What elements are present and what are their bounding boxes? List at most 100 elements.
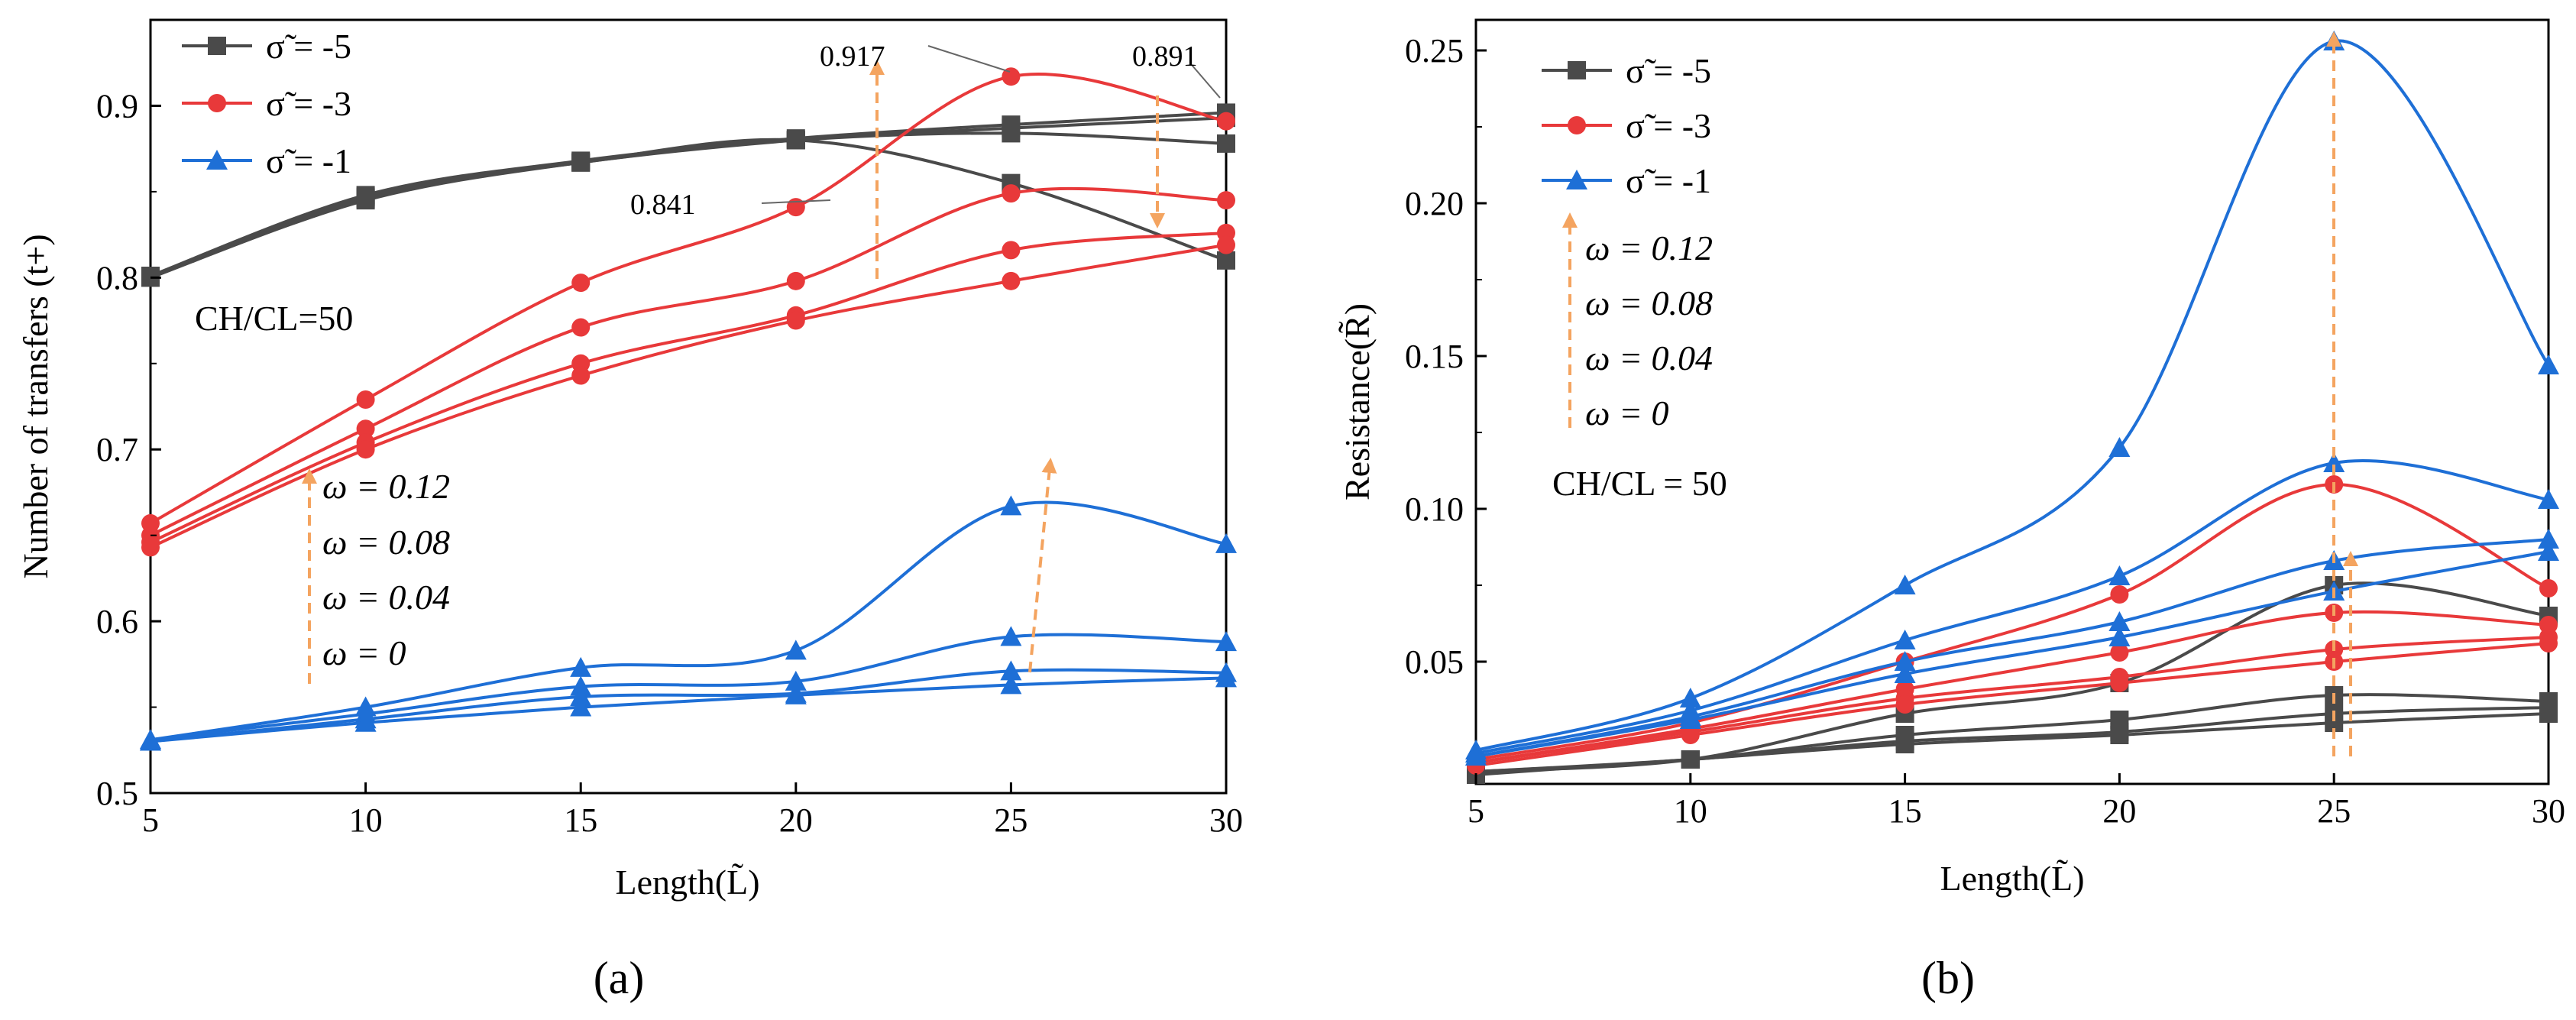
x-tick-label: 10 bbox=[1674, 792, 1707, 830]
data-point bbox=[356, 390, 375, 410]
data-point bbox=[2538, 541, 2559, 561]
legend-marker bbox=[206, 150, 228, 170]
value-label-0841: 0.841 bbox=[630, 189, 696, 221]
data-point bbox=[571, 274, 591, 293]
omega-label: ω = 0.12 bbox=[322, 467, 450, 506]
ratio-label-a: CH/CL=50 bbox=[195, 299, 353, 338]
data-point bbox=[1894, 663, 1916, 683]
omega-arrow bbox=[1028, 458, 1057, 673]
omega-label: ω = 0.12 bbox=[1585, 228, 1713, 267]
data-point bbox=[1465, 746, 1487, 766]
data-point bbox=[1000, 674, 1022, 695]
legend-marker bbox=[208, 94, 226, 112]
series-line bbox=[150, 138, 1227, 280]
y-axis-label-a: Number of transfers (t+) bbox=[16, 234, 55, 578]
x-tick-label: 15 bbox=[564, 801, 597, 839]
ratio-label-b: CH/CL = 50 bbox=[1552, 464, 1727, 503]
value-label-0891: 0.891 bbox=[1132, 40, 1198, 73]
data-point bbox=[1000, 626, 1022, 646]
data-point bbox=[1895, 735, 1914, 753]
data-point bbox=[1002, 115, 1021, 134]
data-point bbox=[1681, 750, 1700, 769]
series-line bbox=[1475, 712, 2549, 776]
legend-label: σ̃ = -5 bbox=[1626, 51, 1711, 90]
panel-label-a: (a) bbox=[594, 953, 645, 1003]
data-point bbox=[571, 366, 591, 385]
data-point bbox=[2108, 611, 2131, 631]
y-tick-label: 0.5 bbox=[96, 775, 138, 812]
series-line bbox=[150, 676, 1227, 743]
legend-marker bbox=[1566, 170, 1587, 189]
series-line bbox=[1475, 610, 2549, 764]
series-line bbox=[1475, 642, 2549, 767]
x-tick-label: 5 bbox=[1468, 792, 1484, 830]
omega-label: ω = 0.08 bbox=[322, 523, 450, 562]
legend-marker bbox=[1568, 116, 1586, 134]
series-line bbox=[150, 111, 1227, 277]
data-point bbox=[570, 686, 592, 707]
y-axis-label-b: Resistance(R̃) bbox=[1338, 303, 1377, 500]
series-line bbox=[150, 243, 1227, 549]
data-point bbox=[1002, 271, 1021, 290]
legend-label: σ̃ = -5 bbox=[266, 27, 351, 66]
series-line bbox=[1475, 482, 2549, 761]
data-point bbox=[140, 730, 161, 751]
x-axis-label-a: Length(L̃) bbox=[615, 863, 759, 902]
series-line bbox=[150, 500, 1227, 742]
data-point bbox=[1894, 630, 1916, 649]
legend-label: σ̃ = -3 bbox=[266, 84, 351, 123]
x-tick-label: 30 bbox=[2532, 792, 2565, 830]
series-line bbox=[150, 668, 1227, 743]
data-point bbox=[571, 318, 591, 337]
y-tick-label: 0.7 bbox=[96, 431, 138, 468]
omega-label: ω = 0.08 bbox=[1585, 283, 1713, 322]
series-line bbox=[1475, 458, 2549, 755]
data-point bbox=[2538, 489, 2559, 509]
data-point bbox=[1217, 235, 1235, 254]
data-point bbox=[785, 640, 807, 660]
data-point bbox=[2108, 627, 2131, 646]
data-point bbox=[786, 129, 805, 148]
omega-label: ω = 0.04 bbox=[1585, 338, 1713, 377]
x-axis-label-b: Length(L̃) bbox=[1940, 859, 2084, 898]
data-point bbox=[141, 267, 160, 286]
data-point bbox=[570, 675, 592, 696]
data-point bbox=[785, 684, 807, 704]
data-point bbox=[2539, 579, 2558, 597]
data-point bbox=[1215, 667, 1237, 688]
data-point bbox=[1681, 726, 1700, 744]
data-point bbox=[1000, 660, 1022, 681]
legend-marker bbox=[208, 37, 226, 55]
data-point bbox=[2108, 437, 2131, 457]
data-point bbox=[141, 538, 160, 557]
data-point bbox=[1217, 251, 1235, 270]
data-point bbox=[2110, 726, 2129, 744]
x-tick-label: 5 bbox=[142, 801, 159, 839]
legend-label: σ̃ = -3 bbox=[1626, 106, 1711, 145]
x-tick-label: 25 bbox=[994, 801, 1027, 839]
omega-label: ω = 0 bbox=[1585, 393, 1669, 432]
y-tick-label: 0.10 bbox=[1405, 491, 1464, 528]
data-point bbox=[2539, 704, 2558, 723]
series-line bbox=[150, 186, 1227, 537]
leader-line bbox=[1191, 64, 1221, 99]
data-point bbox=[356, 419, 375, 439]
leader-line bbox=[761, 199, 831, 204]
data-point bbox=[785, 670, 807, 691]
y-tick-label: 0.6 bbox=[96, 603, 138, 640]
omega-label: ω = 0 bbox=[322, 633, 406, 672]
series-line bbox=[150, 72, 1227, 525]
data-point bbox=[570, 656, 592, 677]
data-point bbox=[1894, 575, 1916, 594]
panel-label-b: (b) bbox=[1921, 953, 1975, 1003]
data-point bbox=[1217, 191, 1235, 210]
series-line bbox=[150, 231, 1227, 544]
data-point bbox=[1002, 184, 1021, 203]
x-tick-label: 30 bbox=[1209, 801, 1243, 839]
data-point bbox=[2110, 643, 2129, 662]
legend-label: σ̃ = -1 bbox=[1626, 161, 1711, 200]
data-point bbox=[571, 151, 591, 170]
legend-marker bbox=[1568, 61, 1586, 79]
data-point bbox=[2323, 452, 2345, 472]
